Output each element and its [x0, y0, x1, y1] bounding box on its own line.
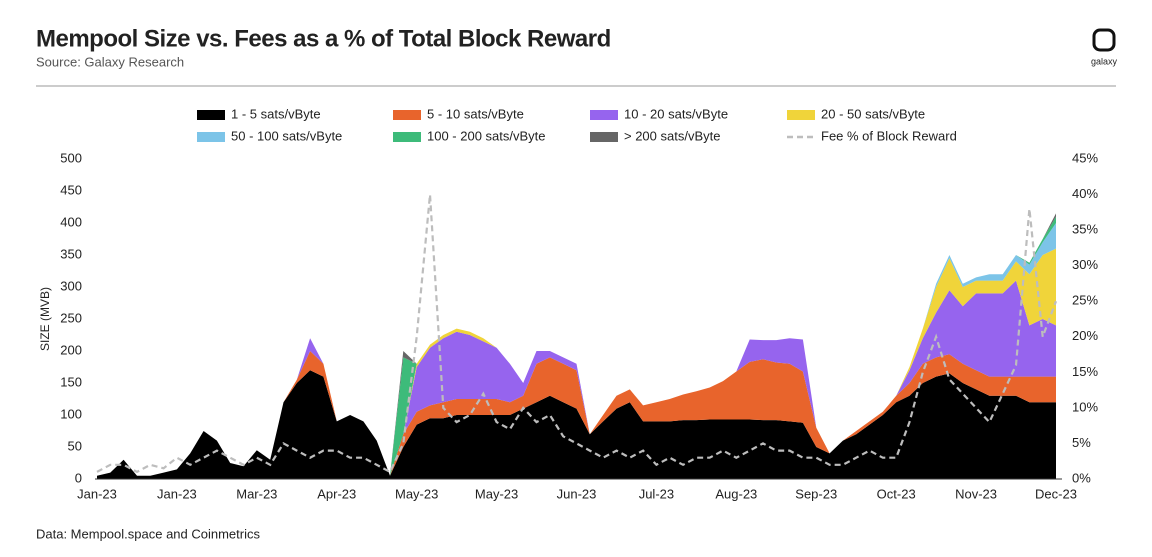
- area-series: [97, 351, 1056, 476]
- legend-label: > 200 sats/vByte: [624, 128, 720, 143]
- x-tick-label: May-23: [395, 486, 438, 501]
- logo-icon: [1092, 28, 1116, 52]
- y-tick-label: 350: [60, 246, 82, 261]
- x-tick-label: Oct-23: [877, 486, 916, 501]
- y-tick-label: 500: [60, 150, 82, 165]
- y-axis-label: SIZE (MVB): [38, 287, 52, 351]
- logo-text: galaxy: [1091, 56, 1118, 66]
- y2-tick-label: 40%: [1072, 186, 1098, 201]
- source-note: Data: Mempool.space and Coinmetrics: [36, 526, 260, 541]
- legend-swatch: [393, 132, 421, 142]
- y-tick-label: 150: [60, 374, 82, 389]
- y-tick-label: 300: [60, 278, 82, 293]
- x-tick-label: Jan-23: [77, 486, 117, 501]
- area-series: [97, 370, 1056, 479]
- y2-tick-label: 45%: [1072, 150, 1098, 165]
- y-tick-label: 250: [60, 310, 82, 325]
- legend-label: 5 - 10 sats/vByte: [427, 106, 524, 121]
- y2-tick-label: 0%: [1072, 470, 1091, 485]
- x-tick-label: Sep-23: [795, 486, 837, 501]
- y-tick-label: 50: [68, 438, 82, 453]
- legend-label: Fee % of Block Reward: [821, 128, 957, 143]
- legend-swatch: [393, 110, 421, 120]
- x-tick-label: May-23: [475, 486, 518, 501]
- legend-swatch: [590, 110, 618, 120]
- y2-tick-label: 20%: [1072, 328, 1098, 343]
- x-tick-label: Aug-23: [715, 486, 757, 501]
- legend-label: 100 - 200 sats/vByte: [427, 128, 546, 143]
- x-tick-label: Nov-23: [955, 486, 997, 501]
- chart-subtitle: Source: Galaxy Research: [36, 54, 184, 69]
- y-tick-label: 200: [60, 342, 82, 357]
- y2-tick-label: 35%: [1072, 222, 1098, 237]
- legend-label: 50 - 100 sats/vByte: [231, 128, 342, 143]
- legend-swatch: [197, 132, 225, 142]
- y2-tick-label: 30%: [1072, 257, 1098, 272]
- legend-swatch: [787, 110, 815, 120]
- x-tick-label: Mar-23: [236, 486, 277, 501]
- y-tick-label: 450: [60, 182, 82, 197]
- x-tick-label: Apr-23: [317, 486, 356, 501]
- legend-label: 1 - 5 sats/vByte: [231, 106, 321, 121]
- legend-label: 20 - 50 sats/vByte: [821, 106, 925, 121]
- y2-tick-label: 10%: [1072, 399, 1098, 414]
- x-tick-label: Jan-23: [157, 486, 197, 501]
- x-tick-label: Dec-23: [1035, 486, 1077, 501]
- y-tick-label: 100: [60, 406, 82, 421]
- y2-tick-label: 15%: [1072, 364, 1098, 379]
- x-tick-label: Jul-23: [639, 486, 674, 501]
- legend-swatch: [197, 110, 225, 120]
- legend-label: 10 - 20 sats/vByte: [624, 106, 728, 121]
- y2-tick-label: 25%: [1072, 293, 1098, 308]
- y-tick-label: 0: [75, 470, 82, 485]
- y2-tick-label: 5%: [1072, 435, 1091, 450]
- y-tick-label: 400: [60, 214, 82, 229]
- legend-swatch: [590, 132, 618, 142]
- chart-title: Mempool Size vs. Fees as a % of Total Bl…: [36, 25, 611, 52]
- x-tick-label: Jun-23: [557, 486, 597, 501]
